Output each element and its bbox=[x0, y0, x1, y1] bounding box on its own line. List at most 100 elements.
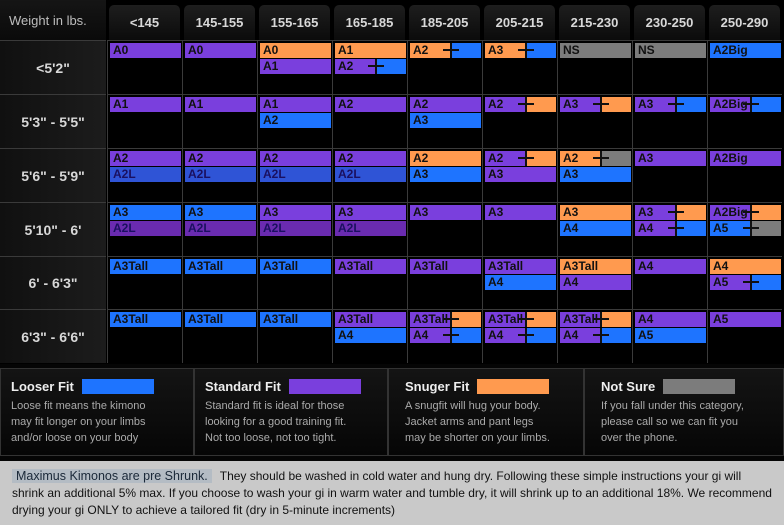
size-label: A2 bbox=[338, 97, 354, 111]
size-bar: A4 bbox=[635, 221, 706, 236]
size-bar: A2 bbox=[335, 151, 406, 166]
size-label: A1 bbox=[338, 43, 354, 57]
legend-title: Not Sure bbox=[601, 379, 656, 394]
size-cell: A3Tall A4 bbox=[557, 256, 632, 309]
size-bar: NS bbox=[560, 43, 631, 58]
size-bar: A2 bbox=[260, 151, 331, 166]
size-bar: A3Tall bbox=[485, 259, 556, 274]
plus-icon bbox=[518, 312, 535, 327]
size-label: A2 bbox=[488, 151, 504, 165]
size-bar: A3Tall bbox=[410, 312, 481, 327]
size-cell: A4 bbox=[632, 256, 707, 309]
legend-text: Loose fit means the kimono may fit longe… bbox=[11, 400, 146, 444]
size-label: A2L bbox=[113, 221, 136, 235]
weight-column-header: 145-155 bbox=[184, 5, 255, 40]
plus-icon bbox=[668, 221, 685, 236]
size-cell: A3 bbox=[632, 94, 707, 148]
size-cell: A3 A2L bbox=[182, 202, 257, 256]
size-cell: A4 A5 bbox=[707, 256, 782, 309]
height-row-label: <5'2" bbox=[0, 40, 106, 94]
size-cell: A3 bbox=[482, 202, 557, 256]
height-row-label: 5'6" - 5'9" bbox=[0, 148, 106, 202]
size-label: A2 bbox=[188, 151, 204, 165]
size-cell: A1 A2 bbox=[257, 94, 332, 148]
size-label: A3Tall bbox=[488, 312, 524, 326]
size-bar: A2 bbox=[110, 151, 181, 166]
size-bar: A2Big bbox=[710, 205, 781, 220]
alt-fit-segment bbox=[526, 312, 556, 327]
size-bar: A3 bbox=[635, 205, 706, 220]
plus-icon bbox=[593, 151, 610, 166]
size-bar: A3 bbox=[485, 167, 556, 182]
size-chart-grid: Weight in lbs. <145 145-155 155-165 165-185… bbox=[0, 0, 784, 364]
size-cell: A2 A3 bbox=[557, 148, 632, 202]
weight-header-label: Weight in lbs. bbox=[0, 0, 106, 40]
size-bar: A2 bbox=[560, 151, 631, 166]
size-bar: A2 bbox=[185, 151, 256, 166]
size-bar: A3 bbox=[410, 113, 481, 128]
size-cell: A3Tall bbox=[182, 256, 257, 309]
height-row-label: 5'10" - 6' bbox=[0, 202, 106, 256]
size-cell: A2 bbox=[407, 40, 482, 94]
size-cell: A3Tall bbox=[257, 309, 332, 363]
size-label: A3Tall bbox=[113, 259, 149, 273]
size-bar: A2Big bbox=[710, 43, 781, 58]
size-label: A3 bbox=[413, 205, 429, 219]
size-label: A3Tall bbox=[263, 312, 299, 326]
size-label: A2L bbox=[263, 221, 286, 235]
size-label: A4 bbox=[488, 328, 504, 342]
legend-title: Snuger Fit bbox=[405, 379, 470, 394]
alt-fit-segment bbox=[601, 312, 631, 327]
size-bar: A2L bbox=[260, 221, 331, 236]
size-bar: A3 bbox=[410, 205, 481, 220]
size-cell: A5 bbox=[707, 309, 782, 363]
weight-column-header: 250-290 bbox=[709, 5, 780, 40]
size-bar: A2 bbox=[335, 59, 406, 74]
weight-column-header: 155-165 bbox=[259, 5, 330, 40]
size-label: A2 bbox=[263, 151, 279, 165]
size-bar: A4 bbox=[635, 259, 706, 274]
size-label: A3 bbox=[413, 113, 429, 127]
plus-icon bbox=[593, 328, 610, 343]
plus-icon bbox=[743, 275, 760, 290]
size-cell: A3Tall A4 bbox=[557, 309, 632, 363]
height-row-label: 5'3" - 5'5" bbox=[0, 94, 106, 148]
size-label: A4 bbox=[338, 328, 354, 342]
size-bar: A4 bbox=[485, 328, 556, 343]
size-cell: A2Big A5 bbox=[707, 202, 782, 256]
size-label: A5 bbox=[638, 328, 654, 342]
size-bar: A3Tall bbox=[110, 312, 181, 327]
size-cell: A2 A2L bbox=[257, 148, 332, 202]
plus-icon bbox=[743, 97, 760, 112]
size-label: A1 bbox=[263, 59, 279, 73]
plus-icon bbox=[668, 205, 685, 220]
height-row-label: 6'3" - 6'6" bbox=[0, 309, 106, 363]
size-cell: A3Tall A4 bbox=[332, 309, 407, 363]
size-bar: A2 bbox=[410, 151, 481, 166]
size-bar: A2L bbox=[185, 221, 256, 236]
size-label: A3 bbox=[638, 205, 654, 219]
size-label: A5 bbox=[713, 275, 729, 289]
size-bar: A3 bbox=[560, 205, 631, 220]
legend-not-sure: Not Sure If you fall under this category… bbox=[584, 368, 784, 456]
size-label: A3 bbox=[488, 43, 504, 57]
size-label: A4 bbox=[713, 259, 729, 273]
alt-fit-segment bbox=[751, 221, 781, 236]
size-label: A3Tall bbox=[263, 259, 299, 273]
alt-fit-segment bbox=[451, 43, 481, 58]
size-label: A2 bbox=[413, 97, 429, 111]
legend-text: If you fall under this category, please … bbox=[601, 400, 744, 444]
looser-fit-swatch bbox=[81, 379, 154, 394]
size-bar: A3 bbox=[635, 151, 706, 166]
size-label: A2 bbox=[413, 43, 429, 57]
size-bar: A3Tall bbox=[560, 312, 631, 327]
size-label: A2Big bbox=[713, 205, 748, 219]
size-bar: A3Tall bbox=[110, 259, 181, 274]
size-bar: A2L bbox=[260, 167, 331, 182]
size-bar: A3 bbox=[560, 167, 631, 182]
size-label: A0 bbox=[188, 43, 204, 57]
legend-standard-fit: Standard Fit Standard fit is ideal for t… bbox=[194, 368, 388, 456]
size-label: A4 bbox=[563, 221, 579, 235]
note-body: They should be washed in cold water and … bbox=[12, 469, 772, 517]
size-cell: A2 A3 bbox=[482, 148, 557, 202]
